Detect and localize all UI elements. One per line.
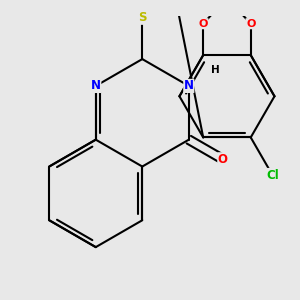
Text: N: N: [184, 80, 194, 92]
Text: Cl: Cl: [266, 169, 279, 182]
Text: S: S: [138, 11, 146, 24]
Text: O: O: [199, 19, 208, 29]
Text: O: O: [246, 19, 255, 29]
Text: N: N: [91, 80, 101, 92]
Text: O: O: [218, 153, 228, 166]
Text: H: H: [211, 65, 220, 75]
